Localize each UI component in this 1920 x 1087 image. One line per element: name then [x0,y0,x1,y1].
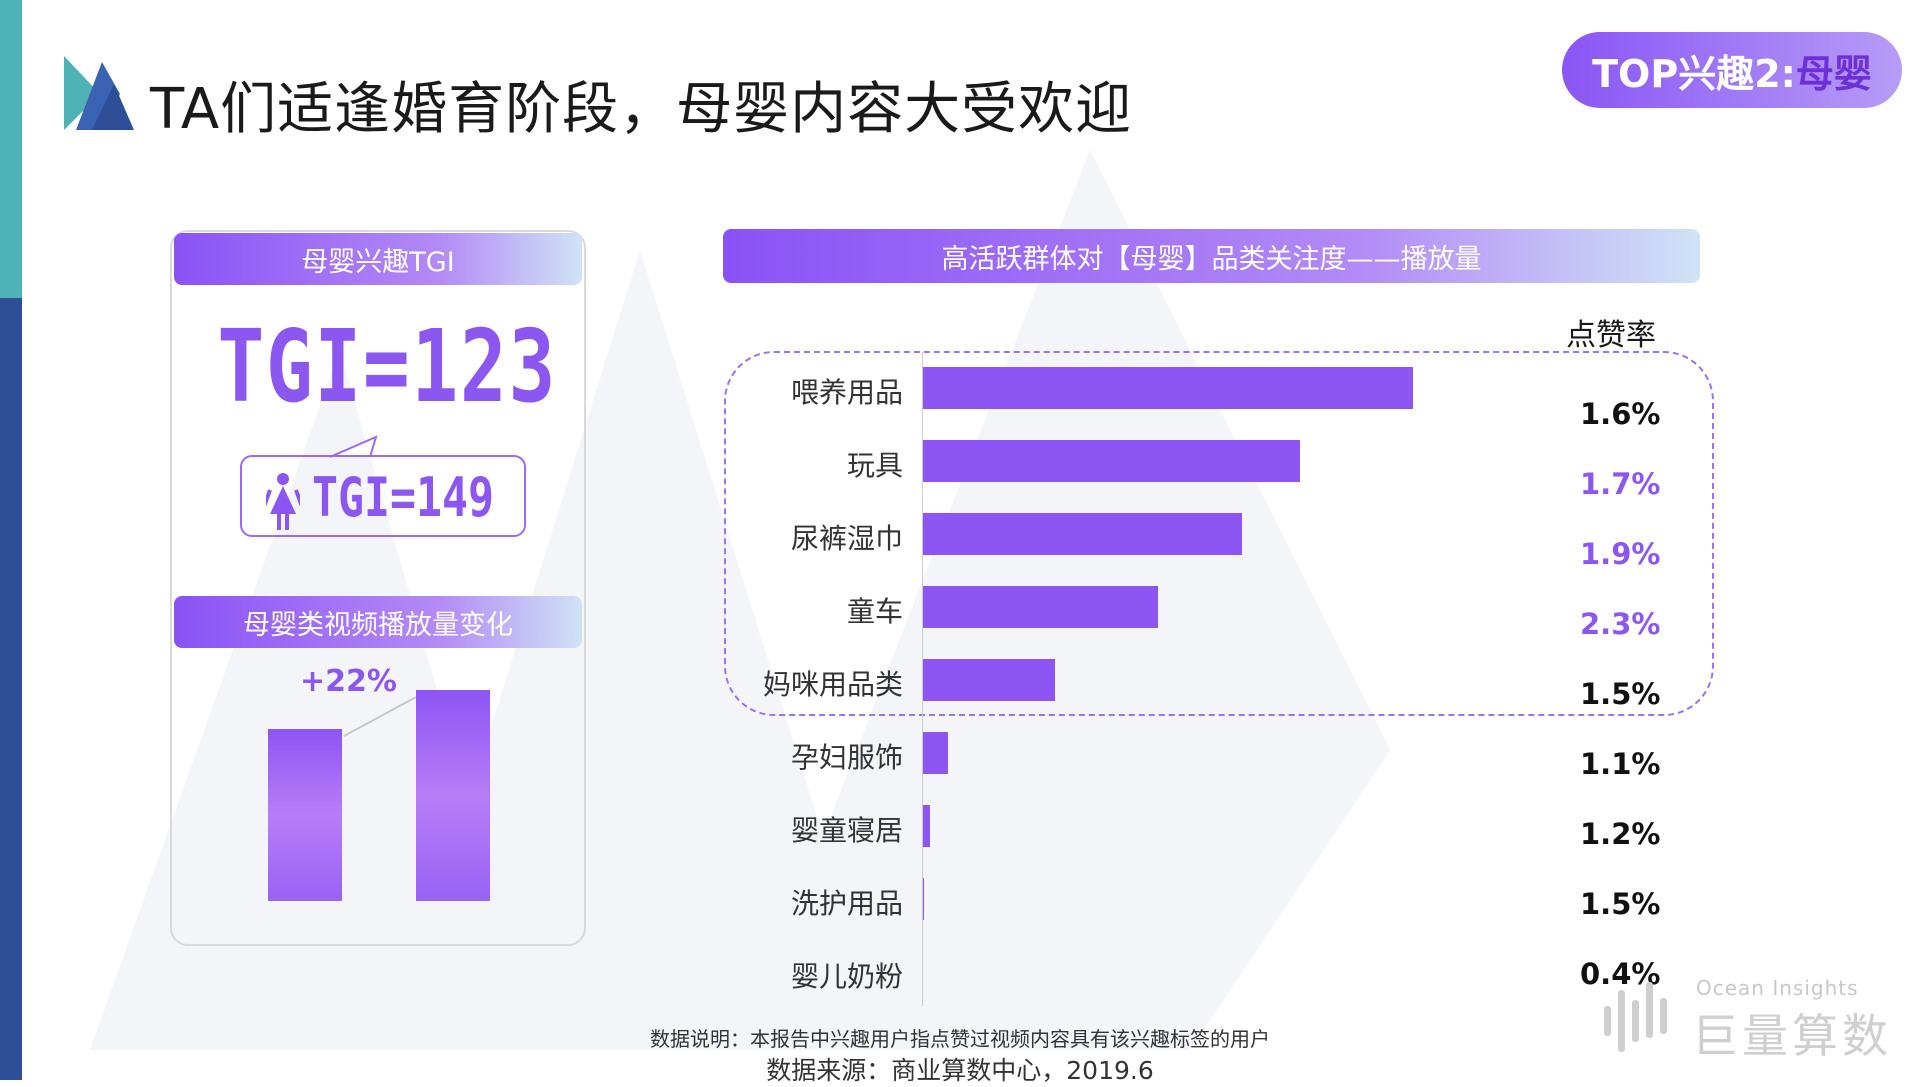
brand-mark-icon [1604,982,1667,1052]
like-rate-label: 1.6% [1580,397,1661,431]
topic-badge: TOP兴趣2: 母婴 [1562,32,1902,108]
female-icon [266,473,300,530]
tgi-panel [170,230,586,946]
category-label: 喂养用品 [790,376,903,409]
edge-stripe-teal [0,0,22,298]
tgi-header: 母婴兴趣TGI [174,233,582,285]
video-bar-after [416,690,490,901]
bar [923,878,925,920]
like-rate-header: 点赞率 [1566,318,1656,353]
category-label: 婴童寝居 [790,814,903,847]
category-label: 童车 [846,595,903,628]
like-rate-label: 1.1% [1580,747,1661,781]
growth-connector [343,695,419,737]
bar [923,732,948,774]
like-rate-label: 1.2% [1580,817,1661,851]
category-label: 孕妇服饰 [790,741,903,774]
female-tgi-bubble [240,455,526,537]
category-label: 尿裤湿巾 [790,522,903,555]
female-tgi-value: TGI=149 [312,466,495,529]
bar [923,513,1242,555]
like-rate-label: 1.5% [1580,677,1661,711]
page-title: TA们适逢婚育阶段，母婴内容大受欢迎 [150,77,1133,142]
chart-title: 高活跃群体对【母婴】品类关注度——播放量 [723,229,1700,283]
like-rate-label: 1.9% [1580,537,1661,571]
video-bar-before [268,729,342,901]
highlight-box [724,351,1714,716]
category-label: 婴儿奶粉 [790,960,903,993]
bar [923,805,931,847]
brand-chinese: 巨量算数 [1692,1009,1892,1063]
bar [923,586,1159,628]
like-rate-label: 1.7% [1580,467,1661,501]
like-rate-label: 2.3% [1580,607,1661,641]
category-axis [922,352,923,1006]
growth-label: +22% [300,664,397,699]
edge-stripe-blue [0,298,22,1080]
bar [923,440,1301,482]
category-label: 妈咪用品类 [762,668,903,701]
brand-english: Ocean Insights [1696,976,1859,1000]
data-note: 数据说明：本报告中兴趣用户指点赞过视频内容具有该兴趣标签的用户 [650,1027,1270,1051]
badge-highlight: 母婴 [1795,51,1872,96]
bar [923,367,1413,409]
tgi-value: TGI=123 [217,308,557,425]
category-label: 洗护用品 [790,887,903,920]
brand-logo-icon [64,56,134,130]
video-growth-header: 母婴类视频播放量变化 [174,596,582,648]
like-rate-label: 1.5% [1580,887,1661,921]
bubble-tail [330,435,378,458]
category-label: 玩具 [846,449,903,482]
data-source: 数据来源：商业算数中心，2019.6 [766,1056,1154,1085]
badge-prefix: TOP兴趣2: [1592,51,1796,96]
bar [923,659,1056,701]
